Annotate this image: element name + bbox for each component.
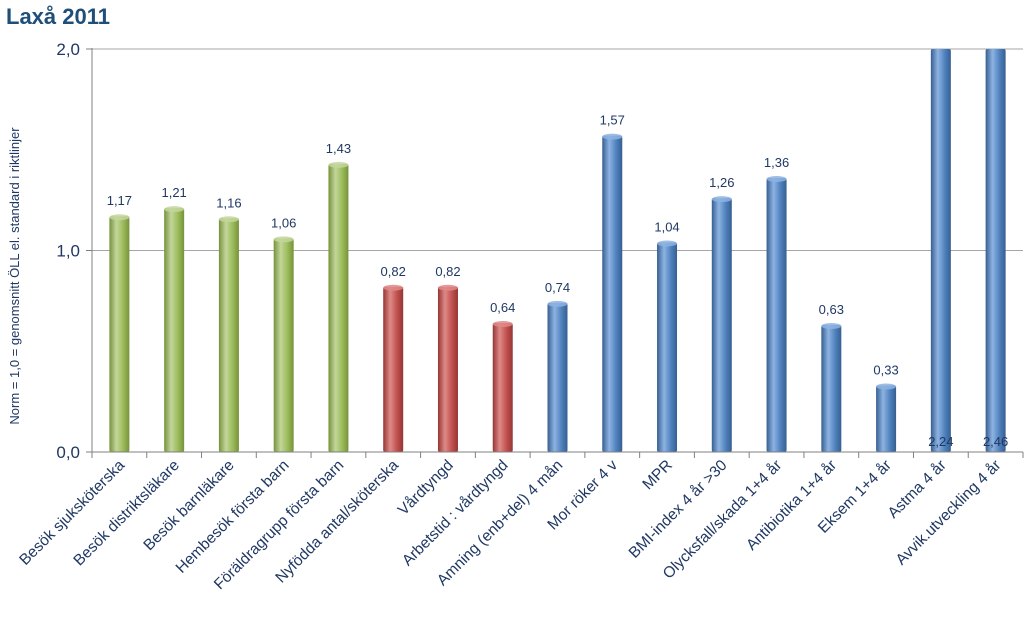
data-label: 0,74: [545, 280, 570, 295]
bar: [930, 49, 951, 452]
category-label: BMI-index 4 år >30: [626, 457, 731, 562]
category-label: Besök sjuksköterska: [16, 457, 128, 569]
data-label: 0,82: [381, 264, 406, 279]
data-label: 1,04: [654, 219, 679, 234]
axis-layer: 0,0 1,0 2,0: [56, 40, 1024, 462]
bar-cap: [492, 321, 513, 328]
bar-cap: [328, 161, 349, 168]
bar-cap: [657, 240, 678, 247]
data-label: 2,46: [983, 434, 1008, 449]
bar-cap: [109, 214, 130, 221]
bar: [657, 242, 678, 452]
bar-cap: [766, 175, 787, 182]
data-label: 0,33: [873, 363, 898, 378]
bar: [821, 325, 842, 452]
data-label: 1,16: [216, 195, 241, 210]
bar-cap: [273, 236, 294, 243]
bar: [383, 286, 404, 452]
data-label: 1,57: [600, 113, 625, 128]
data-label: 0,63: [819, 302, 844, 317]
data-label: 1,21: [161, 185, 186, 200]
bar: [218, 218, 239, 452]
bar: [547, 302, 568, 452]
y-tick-label: 0,0: [56, 443, 80, 462]
bar: [328, 163, 349, 453]
bar: [876, 385, 897, 452]
bar-cap: [876, 383, 897, 390]
bar: [273, 238, 294, 452]
data-label: 1,43: [326, 141, 351, 156]
grid-layer: [92, 48, 1023, 251]
category-label: MPR: [639, 457, 675, 493]
bar-cap: [164, 206, 185, 213]
bar-cap: [218, 216, 239, 223]
bar-cap: [602, 133, 623, 140]
data-label: 1,26: [709, 175, 734, 190]
category-label: Avvik.utveckling 4 år: [893, 457, 1005, 569]
y-axis-label: Norm = 1,0 = genomsnitt ÖLL el. standard…: [7, 127, 22, 425]
bar: [164, 208, 185, 452]
data-label: 2,24: [928, 434, 953, 449]
bar: [711, 198, 732, 452]
bar-layer: [109, 49, 1006, 453]
category-label: Besök distriktsläkare: [70, 457, 183, 570]
bar: [492, 323, 513, 452]
category-label: Arbetstid : vårdtyngd: [399, 457, 512, 570]
data-label: 1,06: [271, 215, 296, 230]
data-label: 0,82: [435, 264, 460, 279]
data-label: 0,64: [490, 300, 515, 315]
bar-cap: [711, 196, 732, 203]
bar: [985, 49, 1006, 452]
bar: [437, 286, 458, 452]
chart-title: Laxå 2011: [6, 4, 110, 29]
bar-cap: [821, 323, 842, 330]
bar-cap: [383, 284, 404, 291]
bar-cap: [437, 284, 458, 291]
data-label: 1,17: [107, 193, 132, 208]
bar: [602, 135, 623, 452]
bar-cap: [547, 300, 568, 307]
data-label: 1,36: [764, 155, 789, 170]
bar: [109, 216, 130, 452]
bar: [766, 177, 787, 452]
y-tick-label: 1,0: [56, 242, 80, 261]
y-tick-label: 2,0: [56, 40, 80, 59]
